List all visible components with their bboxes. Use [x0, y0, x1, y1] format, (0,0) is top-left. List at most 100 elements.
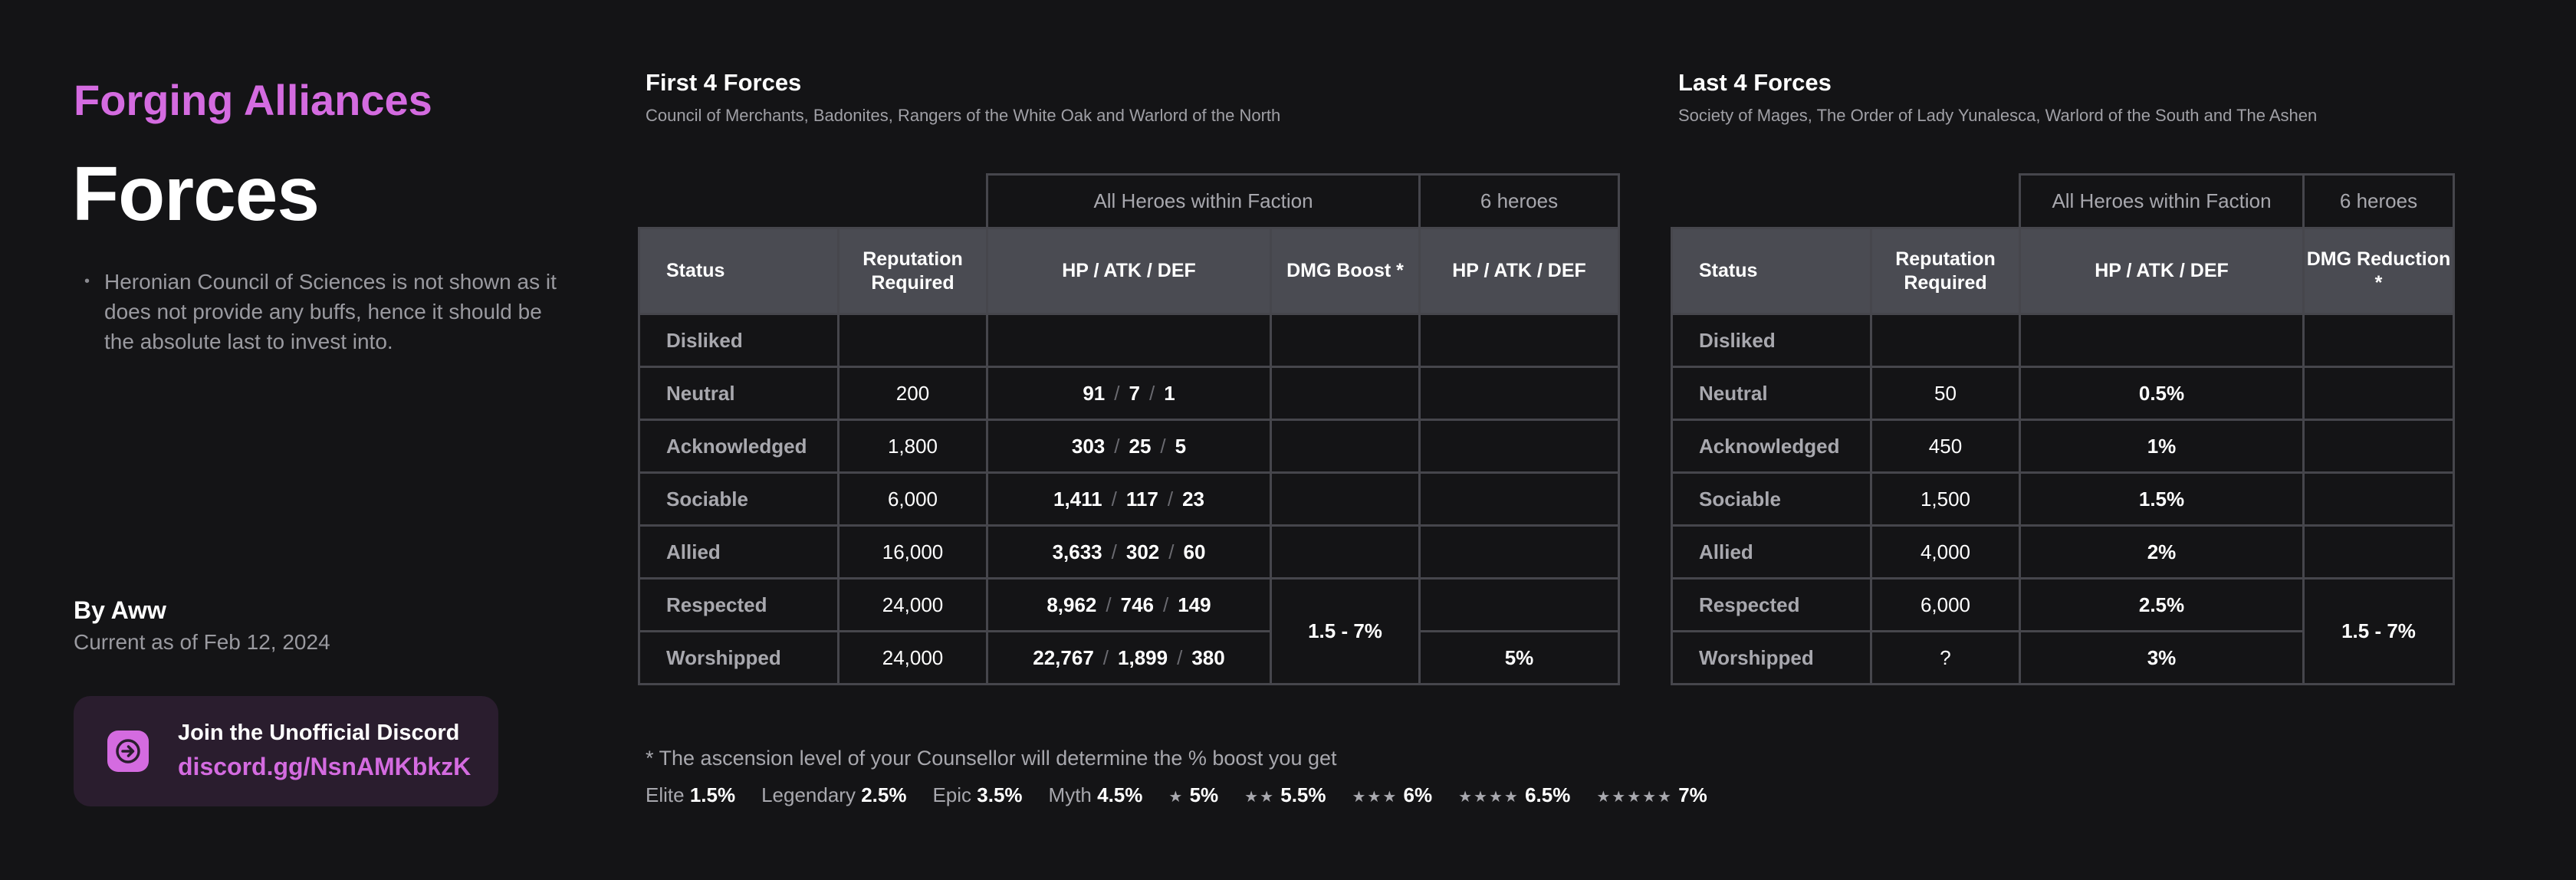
- level-label: Legendary: [761, 783, 856, 806]
- status-cell: Respected: [638, 577, 840, 632]
- reputation-cell: [1870, 313, 2021, 368]
- status-cell: Allied: [1671, 524, 1872, 580]
- level-value: 4.5%: [1097, 783, 1143, 806]
- reputation-cell: 24,000: [837, 577, 988, 632]
- table-row: Neutral 50 0.5%: [1671, 366, 2455, 421]
- col-reputation: Reputation Required: [1870, 227, 2021, 315]
- dmg-reduction-cell: 1.5 - 7%: [2302, 577, 2455, 685]
- star-rating-icon: ★★★★★: [1596, 789, 1673, 806]
- separator: /: [1177, 645, 1183, 669]
- hp-value: 3,633: [1052, 540, 1102, 563]
- as-of-date: Current as of Feb 12, 2024: [74, 630, 330, 654]
- arrow-right-icon: [107, 731, 149, 772]
- ascension-level: Elite 1.5%: [646, 783, 735, 806]
- def-value: 1: [1164, 381, 1175, 405]
- stats-cell: 303 / 25 / 5: [986, 419, 1272, 474]
- def-value: 149: [1178, 593, 1211, 616]
- table-row: Neutral 200 91 / 7 / 1: [638, 366, 1620, 421]
- dmg-reduction-cell: [2302, 524, 2455, 580]
- reputation-cell: ?: [1870, 630, 2021, 685]
- separator: /: [1111, 487, 1117, 511]
- table-row: Worshipped? 3%: [1671, 630, 2454, 685]
- reputation-cell: 24,000: [837, 630, 988, 685]
- stats-cell: 1,411 / 117 / 23: [986, 471, 1272, 527]
- stats-cell: 8,962 / 746 / 149: [986, 577, 1272, 632]
- discord-heading: Join the Unofficial Discord: [178, 721, 460, 745]
- ascension-level: Myth 4.5%: [1049, 783, 1143, 806]
- ascension-levels: Elite 1.5% Legendary 2.5% Epic 3.5% Myth 4.…: [646, 783, 1733, 807]
- star-rating-icon: ★: [1168, 789, 1184, 806]
- level-value: 6%: [1403, 783, 1433, 806]
- stats-cell: 3,633 / 302 / 60: [986, 524, 1272, 580]
- status-cell: Disliked: [638, 313, 840, 368]
- dmg-boost-cell: [1270, 313, 1421, 368]
- last-section-title: Last 4 Forces: [1678, 69, 1832, 96]
- discord-card[interactable]: Join the Unofficial Discord discord.gg/N…: [74, 696, 498, 806]
- separator: /: [1160, 434, 1166, 458]
- level-value: 3.5%: [977, 783, 1023, 806]
- status-cell: Acknowledged: [1671, 419, 1872, 474]
- separator: /: [1114, 381, 1120, 405]
- six-heroes-cell: 5%: [1418, 630, 1620, 685]
- first-section-title: First 4 Forces: [646, 69, 802, 96]
- ascension-level: Epic 3.5%: [932, 783, 1022, 806]
- separator: /: [1111, 540, 1117, 563]
- footnote: * The ascension level of your Counsellor…: [646, 747, 1337, 770]
- ascension-level: ★★★★ 6.5%: [1458, 783, 1570, 806]
- status-cell: Disliked: [1671, 313, 1872, 368]
- level-value: 6.5%: [1525, 783, 1571, 806]
- dmg-boost-cell: [1270, 419, 1421, 474]
- six-heroes-cell: [1418, 524, 1620, 580]
- col-stats: HP / ATK / DEF: [986, 227, 1272, 315]
- six-heroes-cell: [1418, 471, 1620, 527]
- col-dmg-reduction: DMG Reduction *: [2302, 227, 2455, 315]
- stats-cell: 2.5%: [2019, 577, 2305, 632]
- exclusion-note-text: Heronian Council of Sciences is not show…: [104, 270, 557, 353]
- stats-cell: 1.5%: [2019, 471, 2305, 527]
- stats-cell: 3%: [2019, 630, 2305, 685]
- hp-value: 8,962: [1046, 593, 1097, 616]
- level-value: 1.5%: [689, 783, 736, 806]
- table-row: Acknowledged 1,800 303 / 25 / 5: [638, 419, 1620, 474]
- last-forces-table: All Heroes within Faction 6 heroes Statu…: [1671, 173, 2455, 685]
- separator: /: [1168, 540, 1175, 563]
- atk-value: 302: [1125, 540, 1160, 563]
- hp-value: 303: [1071, 434, 1106, 458]
- reputation-cell: [837, 313, 988, 368]
- dmg-boost-cell: [1270, 524, 1421, 580]
- reputation-cell: 16,000: [837, 524, 988, 580]
- reputation-cell: 6,000: [1870, 577, 2021, 632]
- six-heroes-cell: [1418, 577, 1620, 632]
- discord-link[interactable]: discord.gg/NsnAMKbkzK: [178, 753, 472, 780]
- stats-cell: 2%: [2019, 524, 2305, 580]
- hp-value: 22,767: [1033, 645, 1094, 669]
- dmg-boost-cell: 1.5 - 7%: [1270, 577, 1421, 685]
- header-spacer: [639, 175, 987, 228]
- six-heroes-cell: [1418, 366, 1620, 421]
- stats-cell: 0.5%: [2019, 366, 2305, 421]
- reputation-cell: 6,000: [837, 471, 988, 527]
- col-six-stats: HP / ATK / DEF: [1418, 227, 1620, 315]
- separator: /: [1106, 593, 1112, 616]
- group-all-heroes: All Heroes within Faction: [2019, 173, 2305, 229]
- table-row: Respected 24,000 8,962 / 746 / 149 1.5 - 7%: [638, 577, 1620, 685]
- star-rating-icon: ★★★★: [1458, 789, 1520, 806]
- status-cell: Allied: [638, 524, 840, 580]
- dmg-reduction-cell: [2302, 471, 2455, 527]
- star-rating-icon: ★★★: [1352, 789, 1398, 806]
- dmg-reduction-cell: [2302, 419, 2455, 474]
- ascension-level: Legendary 2.5%: [761, 783, 906, 806]
- atk-value: 25: [1129, 434, 1152, 458]
- first-forces-table: All Heroes within Faction 6 heroes Statu…: [638, 173, 1620, 685]
- page-supertitle: Forging Alliances: [74, 76, 432, 124]
- col-stats: HP / ATK / DEF: [2019, 227, 2305, 315]
- status-cell: Neutral: [1671, 366, 1872, 421]
- status-cell: Sociable: [1671, 471, 1872, 527]
- hp-value: 1,411: [1053, 487, 1102, 511]
- group-six-heroes: 6 heroes: [1418, 173, 1620, 229]
- status-cell: Worshipped: [1671, 630, 1872, 685]
- level-label: Elite: [646, 783, 685, 806]
- col-status: Status: [638, 227, 840, 315]
- separator: /: [1102, 645, 1109, 669]
- bullet-icon: •: [84, 273, 90, 290]
